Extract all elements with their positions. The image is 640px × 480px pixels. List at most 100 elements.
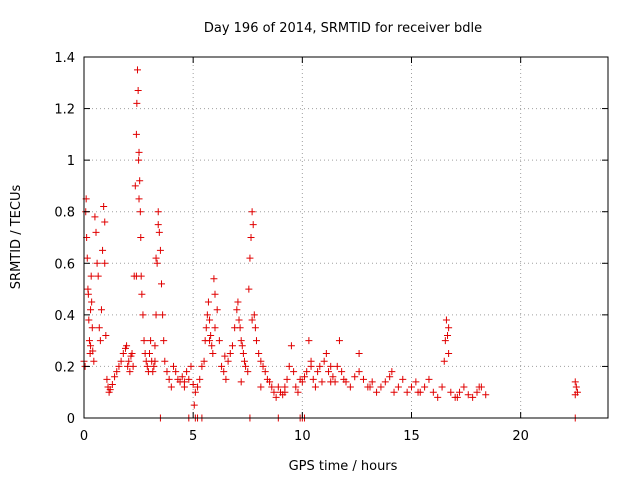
data-point (447, 388, 455, 396)
data-point (88, 298, 96, 306)
data-point (255, 350, 263, 358)
data-point (386, 373, 394, 381)
data-point (298, 378, 306, 386)
data-point (248, 208, 256, 216)
data-point (242, 362, 250, 370)
data-point (301, 373, 309, 381)
y-axis-label: SRMTID / TECUs (9, 185, 24, 290)
data-point (143, 362, 151, 370)
data-point (270, 388, 278, 396)
data-point (163, 368, 171, 376)
data-point (139, 311, 147, 319)
data-point (403, 388, 411, 396)
data-point (571, 391, 579, 399)
data-point (91, 213, 99, 221)
data-point (93, 259, 101, 267)
data-point (292, 383, 300, 391)
axis-ticks (83, 56, 608, 419)
data-point (100, 203, 108, 211)
data-point (129, 362, 137, 370)
data-point (414, 388, 422, 396)
data-point (421, 383, 429, 391)
data-point (442, 316, 450, 324)
data-point (89, 347, 97, 355)
data-point (87, 306, 95, 314)
data-point (115, 362, 123, 370)
data-point (290, 368, 298, 376)
data-point (237, 378, 245, 386)
data-point (335, 337, 343, 345)
data-point (390, 388, 398, 396)
data-point (158, 280, 166, 288)
data-point (85, 337, 93, 345)
data-point (287, 342, 295, 350)
data-point (196, 375, 204, 383)
y-tick-labels: 0 0.2 0.4 0.6 0.8 1 1.2 1.4 (54, 51, 75, 427)
data-point (322, 350, 330, 358)
data-point (469, 393, 477, 401)
data-point (268, 383, 276, 391)
data-point (377, 383, 385, 391)
data-point (259, 362, 267, 370)
data-point (92, 228, 100, 236)
data-point (87, 272, 95, 280)
data-point (240, 357, 248, 365)
data-point (250, 311, 258, 319)
data-point (206, 316, 214, 324)
data-point (220, 368, 228, 376)
data-point (180, 383, 188, 391)
x-tick-label: 0 (80, 429, 88, 444)
data-point (128, 350, 136, 358)
data-point (434, 393, 442, 401)
data-point (134, 87, 142, 95)
data-point (159, 311, 167, 319)
data-point (178, 373, 186, 381)
data-point (146, 350, 153, 358)
data-point (209, 350, 217, 358)
data-point (123, 342, 131, 350)
data-point (126, 368, 134, 376)
data-point (464, 391, 472, 399)
data-point (441, 337, 449, 345)
x-tick-label: 10 (294, 429, 311, 444)
data-point (187, 362, 195, 370)
data-point (151, 342, 159, 350)
data-point (224, 357, 232, 365)
data-point (351, 373, 359, 381)
data-point (333, 362, 341, 370)
y-tick-label: 1.4 (54, 51, 75, 66)
data-point (172, 368, 180, 376)
data-point (251, 324, 259, 332)
data-point (338, 368, 346, 376)
data-point (285, 362, 293, 370)
data-point (425, 375, 433, 383)
data-point (394, 383, 402, 391)
data-point (248, 316, 256, 324)
data-point (239, 350, 247, 358)
data-point (140, 337, 148, 345)
data-point (473, 388, 481, 396)
data-point (202, 324, 210, 332)
data-point (200, 357, 208, 365)
data-point (167, 383, 175, 391)
data-point (252, 337, 260, 345)
data-point (106, 386, 114, 394)
y-tick-label: 0.4 (54, 309, 75, 324)
data-point (281, 388, 289, 396)
data-point (101, 218, 109, 226)
data-point (228, 342, 236, 350)
data-point (399, 375, 407, 383)
data-point (482, 391, 490, 399)
data-point (233, 306, 241, 314)
data-point (303, 368, 311, 376)
data-point (307, 362, 315, 370)
data-point (408, 383, 415, 391)
data-point (149, 368, 157, 376)
data-point (211, 290, 219, 298)
y-tick-label: 0.2 (54, 360, 75, 375)
data-point (283, 375, 291, 383)
data-point (160, 337, 168, 345)
data-point (444, 331, 452, 339)
data-point (191, 388, 199, 396)
data-point (138, 290, 146, 298)
